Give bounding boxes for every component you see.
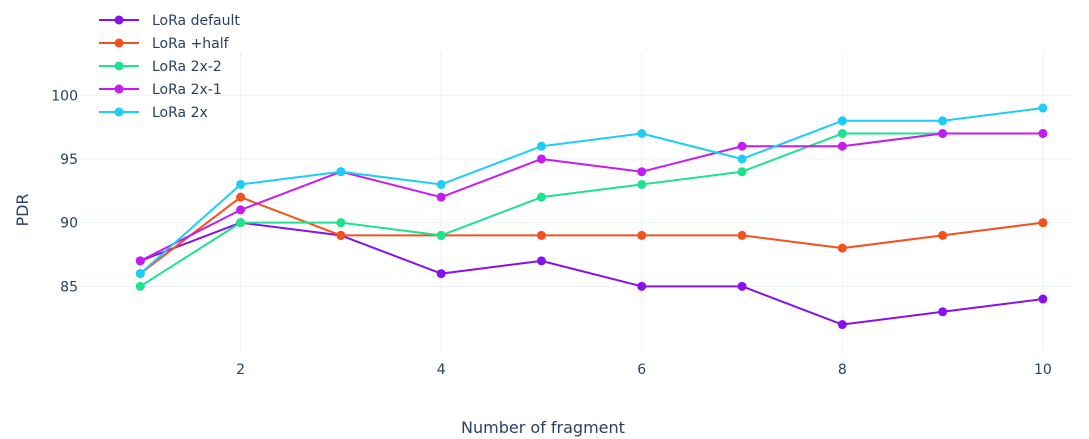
data-point[interactable] (236, 192, 246, 202)
series-line (139, 132, 1043, 288)
legend-label: LoRa default (152, 13, 240, 29)
data-point[interactable] (336, 218, 346, 228)
data-point[interactable] (436, 179, 446, 189)
data-point[interactable] (536, 141, 546, 151)
data-point[interactable] (536, 192, 546, 202)
tick-labels: 2 4 6 8 10 85 90 95 100 (51, 88, 1052, 378)
data-point[interactable] (837, 116, 847, 126)
data-point[interactable] (938, 307, 948, 317)
series-line (139, 196, 1044, 275)
x-tick-label: 8 (838, 362, 847, 378)
data-point[interactable] (1038, 218, 1048, 228)
series-line (139, 221, 1044, 326)
data-point[interactable] (637, 230, 647, 240)
legend[interactable]: LoRa default LoRa +half LoRa 2x-2 LoRa 2x-1… (99, 13, 240, 121)
data-point[interactable] (236, 205, 246, 215)
legend-item[interactable]: LoRa 2x-2 (99, 59, 222, 75)
data-point[interactable] (837, 243, 847, 253)
data-point[interactable] (436, 230, 446, 240)
data-point[interactable] (135, 256, 145, 266)
data-point[interactable] (135, 269, 145, 279)
data-point[interactable] (436, 269, 446, 279)
series-1 (135, 192, 1048, 279)
y-axis-title: PDR (13, 193, 32, 226)
data-point[interactable] (837, 129, 847, 139)
data-point[interactable] (737, 281, 747, 291)
legend-marker-icon (114, 61, 124, 71)
data-point[interactable] (737, 154, 747, 164)
data-point[interactable] (637, 281, 647, 291)
legend-marker-icon (114, 84, 124, 94)
legend-marker-icon (114, 15, 124, 25)
data-point[interactable] (737, 167, 747, 177)
y-tick-label: 95 (60, 152, 78, 168)
series-layer (135, 103, 1048, 330)
series-line (139, 132, 1043, 262)
y-tick-label: 85 (60, 279, 78, 295)
legend-item[interactable]: LoRa +half (99, 36, 230, 52)
legend-marker-icon (114, 38, 124, 48)
series-4 (135, 103, 1048, 279)
x-tick-label: 2 (236, 362, 245, 378)
data-point[interactable] (336, 230, 346, 240)
series-3 (135, 129, 1048, 266)
data-point[interactable] (1038, 103, 1048, 113)
data-point[interactable] (837, 141, 847, 151)
y-tick-label: 100 (51, 88, 78, 104)
legend-label: LoRa +half (152, 36, 230, 52)
x-tick-label: 10 (1034, 362, 1052, 378)
grid (80, 52, 1073, 350)
x-tick-label: 4 (437, 362, 446, 378)
data-point[interactable] (1038, 294, 1048, 304)
data-point[interactable] (938, 230, 948, 240)
data-point[interactable] (637, 167, 647, 177)
data-point[interactable] (236, 218, 246, 228)
legend-label: LoRa 2x (152, 105, 208, 121)
data-point[interactable] (938, 129, 948, 139)
data-point[interactable] (637, 129, 647, 139)
data-point[interactable] (938, 116, 948, 126)
x-tick-label: 6 (637, 362, 646, 378)
data-point[interactable] (837, 320, 847, 330)
data-point[interactable] (737, 141, 747, 151)
series-line (139, 107, 1044, 275)
data-point[interactable] (637, 179, 647, 189)
data-point[interactable] (536, 230, 546, 240)
data-point[interactable] (536, 256, 546, 266)
legend-label: LoRa 2x-1 (152, 82, 222, 98)
data-point[interactable] (336, 167, 346, 177)
legend-marker-icon (114, 107, 124, 117)
y-tick-label: 90 (60, 216, 78, 232)
x-axis-title: Number of fragment (461, 418, 625, 437)
legend-label: LoRa 2x-2 (152, 59, 222, 75)
legend-item[interactable]: LoRa default (99, 13, 240, 29)
legend-item[interactable]: LoRa 2x (99, 105, 208, 121)
data-point[interactable] (737, 230, 747, 240)
data-point[interactable] (436, 192, 446, 202)
data-point[interactable] (135, 281, 145, 291)
legend-item[interactable]: LoRa 2x-1 (99, 82, 222, 98)
data-point[interactable] (1038, 129, 1048, 139)
data-point[interactable] (236, 179, 246, 189)
data-point[interactable] (536, 154, 546, 164)
